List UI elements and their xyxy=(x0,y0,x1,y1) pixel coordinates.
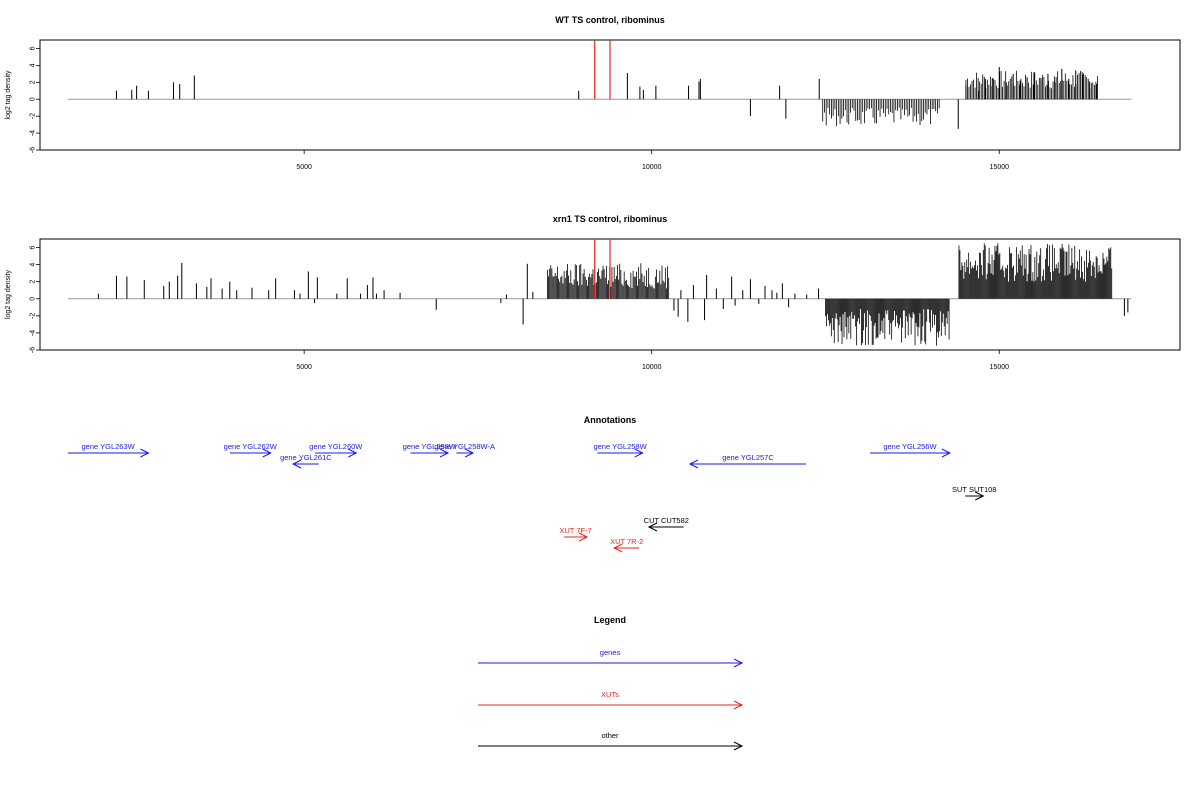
feature-label: gene YGL258W-A xyxy=(434,442,495,451)
track-panel: WT TS control, ribominus log2 tag density… xyxy=(5,15,1181,171)
arrow-head xyxy=(733,741,744,751)
arrow-head xyxy=(464,448,475,458)
plot-frame xyxy=(39,39,1181,151)
arrow-head xyxy=(733,700,744,710)
legend-item: other xyxy=(478,731,744,751)
annotation-title: Annotations xyxy=(584,415,637,425)
annotation-feature: XUT 7R-2 xyxy=(610,537,643,553)
annotation-feature: gene YGL260W xyxy=(309,442,363,458)
arrow-head xyxy=(262,448,272,458)
feature-label: CUT CUT582 xyxy=(644,516,689,525)
legend-label: XUTs xyxy=(601,690,619,699)
arrow-head xyxy=(688,459,699,469)
annotation-feature: gene YGL261C xyxy=(280,453,332,469)
feature-label: XUT 7R-2 xyxy=(610,537,643,546)
feature-label: gene YGL263W xyxy=(82,442,136,451)
arrow-head xyxy=(647,522,658,532)
panel-title: xrn1 TS control, ribominus xyxy=(553,214,668,224)
legend: Legend genes XUTs other xyxy=(478,615,744,751)
y-tick-label: 4 xyxy=(30,263,37,267)
annotation-feature: XUT 7F-7 xyxy=(559,526,592,542)
feature-label: gene YGL256W xyxy=(883,442,937,451)
arrow-head xyxy=(140,448,150,458)
y-tick-label: 0 xyxy=(30,97,37,101)
feature-label: gene YGL260W xyxy=(309,442,363,451)
annotation-feature: gene YGL258W xyxy=(593,442,648,458)
annotation-feature: SUT SUT108 xyxy=(952,485,996,501)
arrow-head xyxy=(439,448,450,458)
feature-label: gene YGL261C xyxy=(280,453,332,462)
feature-label: gene YGL262W xyxy=(224,442,278,451)
feature-label: gene YGL257C xyxy=(722,453,774,462)
x-tick-label: 5000 xyxy=(296,164,312,171)
y-tick-label: -2 xyxy=(30,313,37,319)
plot-frame xyxy=(39,238,1181,351)
y-tick-label: -2 xyxy=(30,113,37,119)
legend-title: Legend xyxy=(594,615,626,625)
y-tick-label: 2 xyxy=(30,280,37,284)
annotation-track: Annotations gene YGL263W gene YGL262Wgene… xyxy=(67,415,996,553)
x-tick-label: 15000 xyxy=(990,164,1010,171)
track-panel: xrn1 TS control, ribominus log2 tag densi… xyxy=(5,214,1181,371)
feature-label: gene YGL258W xyxy=(593,442,647,451)
legend-item: XUTs xyxy=(478,690,744,710)
y-tick-label: -6 xyxy=(30,147,37,153)
arrow-head xyxy=(578,532,589,542)
annotation-feature: gene YGL262W xyxy=(224,442,278,458)
feature-label: XUT 7F-7 xyxy=(559,526,591,535)
y-tick-label: -6 xyxy=(30,347,37,353)
legend-label: other xyxy=(601,731,619,740)
y-tick-label: 0 xyxy=(30,297,37,301)
arrow-head xyxy=(291,459,302,469)
arrow-head xyxy=(733,658,744,668)
x-tick-label: 15000 xyxy=(990,364,1010,371)
annotation-feature: gene YGL258W xyxy=(403,442,457,458)
y-tick-label: 4 xyxy=(30,63,37,67)
feature-label: SUT SUT108 xyxy=(952,485,996,494)
arrow-head xyxy=(613,543,623,553)
annotation-feature: CUT CUT582 xyxy=(644,516,689,532)
x-tick-label: 5000 xyxy=(296,364,312,371)
y-axis-label: log2 tag density xyxy=(5,70,12,120)
arrow-head xyxy=(941,448,952,458)
x-tick-label: 10000 xyxy=(642,164,662,171)
panel-title: WT TS control, ribominus xyxy=(555,15,665,25)
legend-label: genes xyxy=(600,648,621,657)
annotation-feature: gene YGL257C xyxy=(688,453,807,469)
x-tick-label: 10000 xyxy=(642,364,662,371)
y-tick-label: 6 xyxy=(30,245,37,249)
feature-label: gene YGL258W xyxy=(403,442,457,451)
annotation-feature: gene YGL263W xyxy=(67,442,150,458)
y-tick-label: 2 xyxy=(30,80,37,84)
legend-item: genes xyxy=(478,648,744,668)
y-tick-label: -4 xyxy=(30,130,37,136)
track-panels: WT TS control, ribominus log2 tag density… xyxy=(5,15,1181,371)
y-axis-label: log2 tag density xyxy=(5,269,12,319)
annotation-feature: gene YGL256W xyxy=(869,442,952,458)
arrow-head xyxy=(975,491,985,501)
y-tick-label: -4 xyxy=(30,330,37,336)
annotation-feature: gene YGL258W-A xyxy=(434,442,495,458)
arrow-head xyxy=(348,448,358,458)
arrow-head xyxy=(634,448,644,458)
y-tick-label: 6 xyxy=(30,46,37,50)
